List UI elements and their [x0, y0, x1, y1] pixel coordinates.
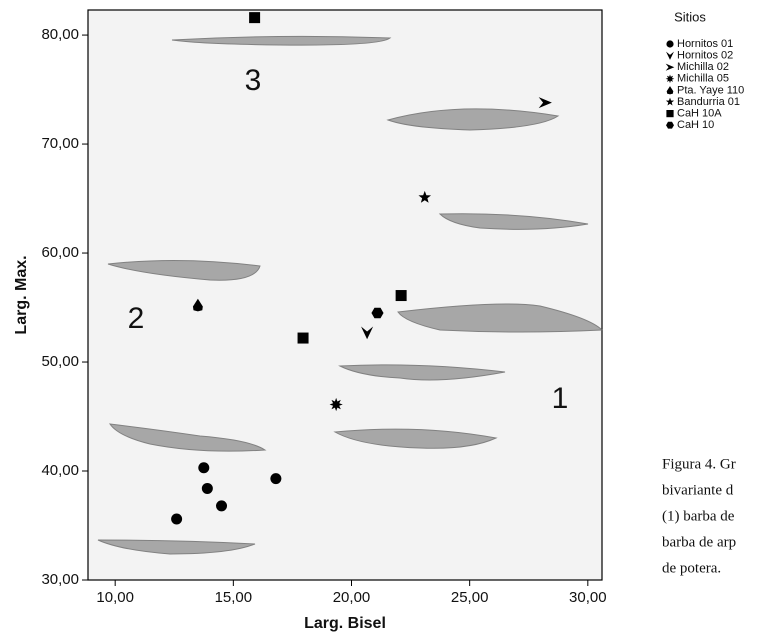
- legend-label: Michilla 05: [677, 73, 729, 85]
- artifact: [338, 364, 506, 381]
- artifact: [108, 423, 267, 452]
- caption-line: barba de arp: [662, 534, 736, 550]
- artifact: [97, 539, 256, 555]
- legend-label: Michilla 02: [677, 61, 729, 73]
- x-axis-title: Larg. Bisel: [304, 615, 386, 632]
- marker: [270, 473, 282, 485]
- marker: [329, 397, 343, 412]
- y-axis-title: Larg. Max.: [13, 255, 30, 334]
- annotation: 3: [245, 64, 262, 97]
- y-tick-label: 60,00: [41, 244, 79, 261]
- caption-line: (1) barba de: [662, 508, 735, 524]
- x-tick-label: 20,00: [333, 589, 371, 606]
- y-tick-label: 40,00: [41, 462, 79, 479]
- marker: [192, 298, 203, 312]
- marker: [418, 190, 432, 203]
- x-tick-label: 15,00: [215, 589, 253, 606]
- y-tick-label: 50,00: [41, 353, 79, 370]
- marker: [665, 74, 675, 84]
- marker: [201, 482, 213, 494]
- artifact: [397, 303, 604, 333]
- legend-label: Bandurria 01: [677, 96, 740, 108]
- marker: [395, 290, 407, 302]
- marker: [171, 513, 183, 525]
- artifact-images: [97, 35, 604, 555]
- marker: [666, 40, 674, 48]
- legend-label: Hornitos 01: [677, 38, 733, 50]
- marker: [249, 12, 261, 24]
- artifact: [333, 428, 498, 449]
- y-tick-label: 80,00: [41, 26, 79, 43]
- artifact: [171, 35, 392, 46]
- marker: [665, 97, 675, 106]
- x-tick-label: 25,00: [451, 589, 489, 606]
- caption-line: de potera.: [662, 560, 721, 576]
- caption-line: bivariante d: [662, 482, 734, 498]
- caption-line: Figura 4. Gr: [662, 456, 736, 472]
- legend-label: Hornitos 02: [677, 50, 733, 62]
- annotation: 1: [552, 382, 569, 415]
- marker: [216, 500, 228, 512]
- marker: [297, 332, 309, 344]
- artifact: [386, 108, 560, 131]
- marker: [666, 86, 674, 95]
- y-tick-label: 70,00: [41, 135, 79, 152]
- marker: [666, 110, 674, 118]
- marker: [371, 307, 384, 319]
- annotation: 2: [128, 302, 145, 335]
- legend-label: CaH 10A: [677, 108, 722, 120]
- marker: [198, 462, 210, 474]
- artifact: [438, 213, 589, 230]
- artifact: [107, 259, 261, 281]
- marker: [666, 51, 674, 60]
- legend-title: Sitios: [674, 9, 706, 24]
- x-tick-label: 10,00: [96, 589, 134, 606]
- plot-area: [87, 9, 603, 581]
- marker: [538, 97, 552, 109]
- x-tick-label: 30,00: [569, 589, 607, 606]
- marker: [666, 121, 674, 129]
- legend-label: Pta. Yaye 110: [677, 84, 744, 96]
- marker: [665, 63, 675, 71]
- y-tick-label: 30,00: [41, 571, 79, 588]
- marker: [361, 326, 374, 340]
- legend-label: CaH 10: [677, 119, 714, 131]
